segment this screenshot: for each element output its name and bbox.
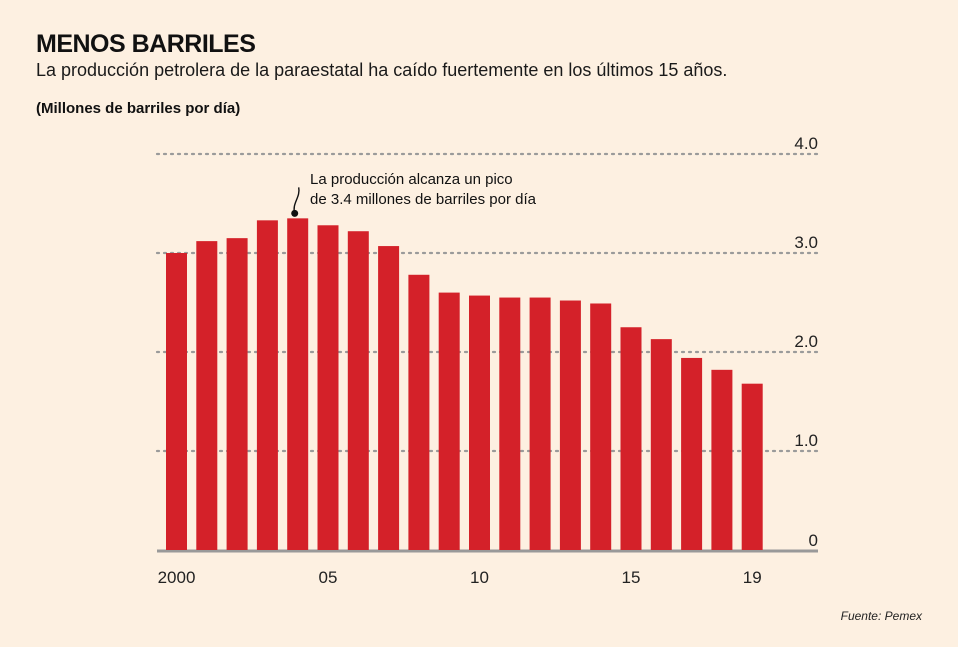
bar-2002 — [226, 238, 248, 550]
bar-2019 — [741, 383, 763, 550]
bar-2016 — [650, 339, 672, 550]
bar-2010 — [469, 295, 490, 550]
bar-2018 — [711, 369, 733, 550]
unit-label: (Millones de barriles por día) — [36, 100, 241, 117]
x-tick-label: 19 — [743, 568, 762, 587]
x-tick-label: 2000 — [158, 568, 196, 587]
annotation-leader — [293, 187, 300, 214]
bar-2006 — [347, 231, 369, 550]
y-tick-label: 4.0 — [794, 134, 818, 153]
y-tick-label: 0 — [809, 531, 818, 550]
bars — [166, 218, 763, 550]
bar-2013 — [559, 300, 581, 550]
y-tick-label: 3.0 — [794, 233, 818, 252]
chart-subtitle: La producción petrolera de la paraestata… — [36, 60, 728, 80]
peak-annotation: La producción alcanza un pico de 3.4 mill… — [291, 171, 537, 217]
x-tick-label: 05 — [319, 568, 338, 587]
annotation-text-line: de 3.4 millones de barriles por día — [310, 191, 537, 208]
y-tick-label: 1.0 — [794, 431, 818, 450]
bar-2001 — [196, 241, 218, 550]
bar-2007 — [378, 246, 400, 550]
bar-2003 — [256, 220, 278, 550]
bar-2015 — [620, 327, 642, 550]
bar-2004 — [287, 218, 309, 550]
bar-2017 — [681, 357, 703, 550]
annotation-text-line: La producción alcanza un pico — [310, 171, 513, 188]
bar-2008 — [408, 274, 430, 550]
source-note: Fuente: Pemex — [840, 609, 922, 623]
y-tick-label: 2.0 — [794, 332, 818, 351]
x-tick-labels: 2000 05 10 15 19 — [158, 568, 762, 587]
bar-2009 — [438, 292, 460, 550]
bar-2000 — [166, 253, 187, 550]
x-tick-label: 15 — [622, 568, 641, 587]
bar-2012 — [529, 297, 551, 550]
y-tick-labels: 0 1.0 2.0 3.0 4.0 — [794, 134, 818, 550]
bar-2014 — [590, 303, 612, 550]
x-tick-label: 10 — [470, 568, 489, 587]
bar-2011 — [499, 297, 521, 550]
chart-title: MENOS BARRILES — [36, 30, 256, 58]
bar-2005 — [317, 225, 339, 550]
